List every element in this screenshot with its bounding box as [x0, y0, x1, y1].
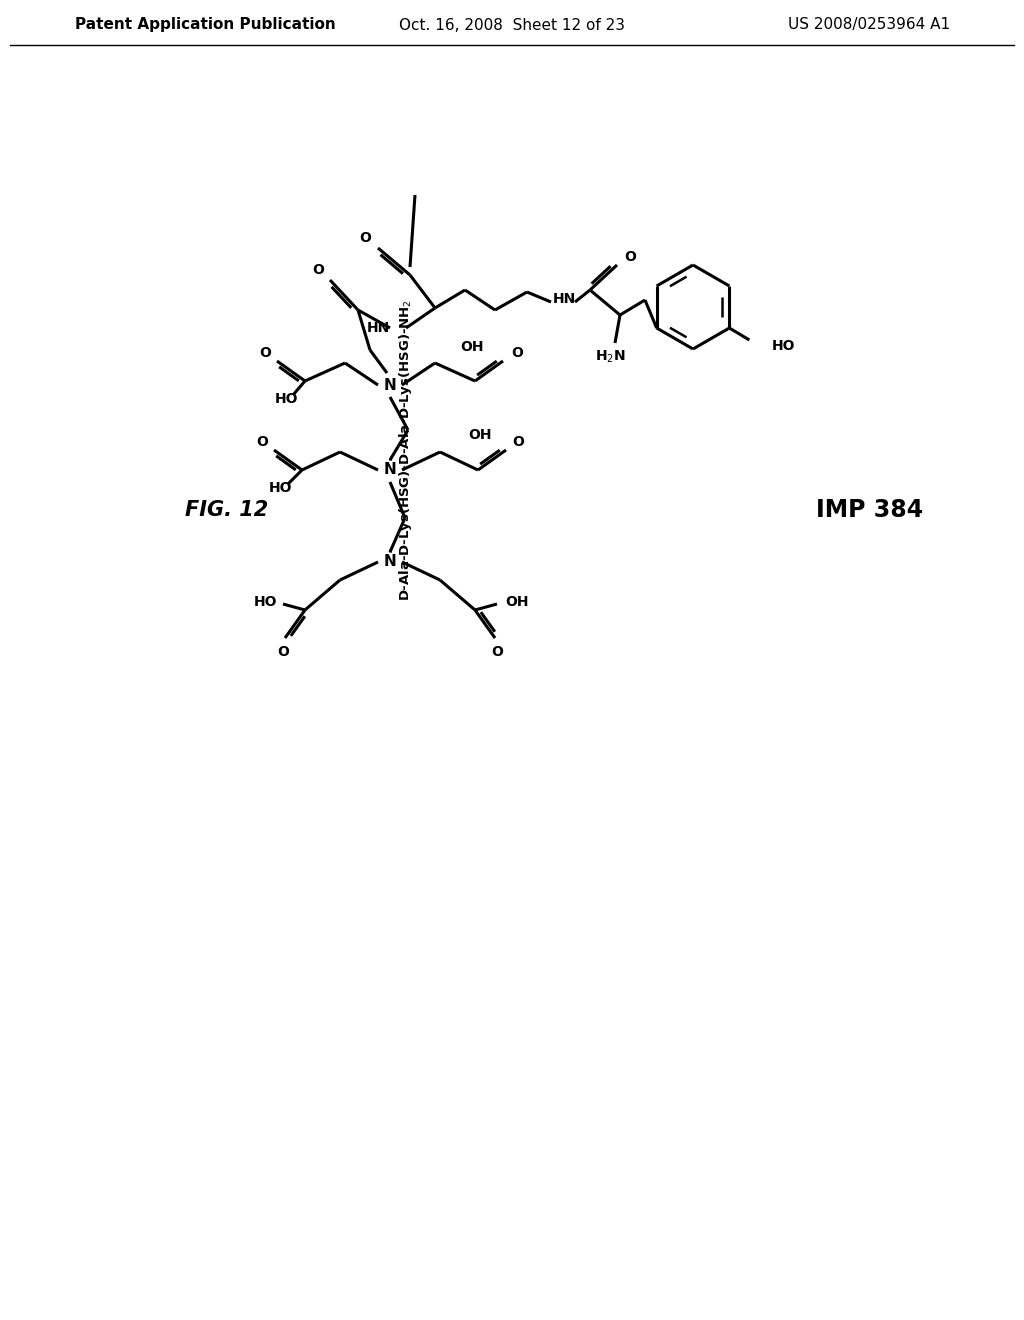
Text: O: O — [359, 231, 371, 246]
Text: N: N — [384, 378, 396, 392]
Text: FIG. 12: FIG. 12 — [185, 500, 268, 520]
Text: O: O — [511, 346, 523, 360]
Text: O: O — [492, 645, 503, 659]
Text: OH: OH — [505, 595, 528, 609]
Text: US 2008/0253964 A1: US 2008/0253964 A1 — [787, 17, 950, 33]
Text: O: O — [512, 436, 524, 449]
Text: OH: OH — [460, 341, 483, 354]
Text: HN: HN — [553, 292, 577, 306]
Text: O: O — [624, 249, 636, 264]
Text: IMP 384: IMP 384 — [816, 498, 924, 521]
Text: O: O — [312, 263, 324, 277]
Text: N: N — [384, 554, 396, 569]
Text: Oct. 16, 2008  Sheet 12 of 23: Oct. 16, 2008 Sheet 12 of 23 — [399, 17, 625, 33]
Text: HO: HO — [268, 480, 292, 495]
Text: HO: HO — [275, 392, 299, 407]
Text: H$_2$N: H$_2$N — [595, 348, 626, 366]
Text: OH: OH — [468, 428, 492, 442]
Text: D-Ala-D-Lys(HSG)-D-Ala-D-Lys(HSG)-NH$_2$: D-Ala-D-Lys(HSG)-D-Ala-D-Lys(HSG)-NH$_2$ — [396, 300, 414, 601]
Text: HN: HN — [367, 321, 390, 335]
Text: N: N — [384, 462, 396, 478]
Text: Patent Application Publication: Patent Application Publication — [75, 17, 336, 33]
Text: O: O — [259, 346, 271, 360]
Text: HO: HO — [254, 595, 278, 609]
Text: O: O — [278, 645, 289, 659]
Text: HO: HO — [771, 339, 795, 352]
Text: O: O — [256, 436, 268, 449]
